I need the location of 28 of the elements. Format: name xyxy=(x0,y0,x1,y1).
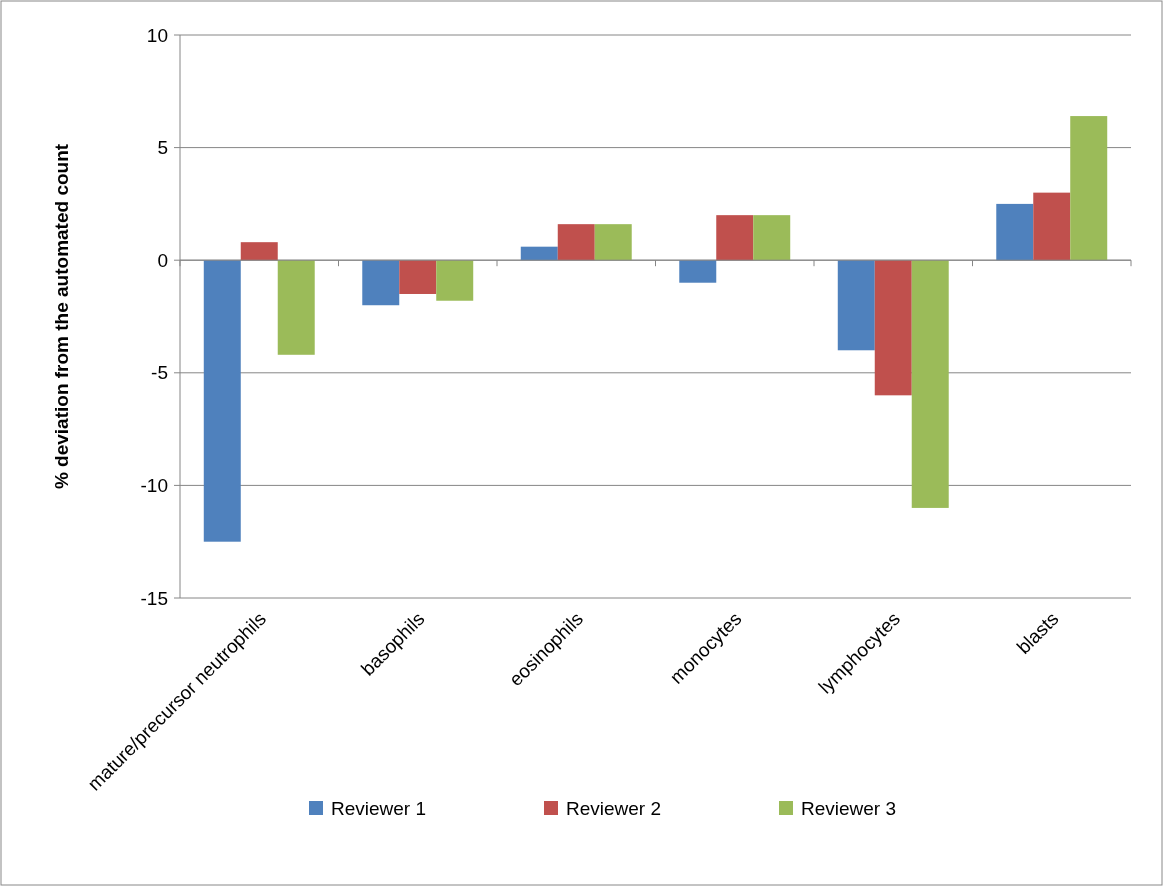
bar xyxy=(557,224,595,261)
bar xyxy=(240,242,278,261)
bar xyxy=(874,260,912,396)
y-axis-title: % deviation from the automated count xyxy=(51,143,72,490)
bar xyxy=(996,203,1034,261)
bar xyxy=(911,260,949,508)
y-tick-label: -15 xyxy=(140,587,168,609)
y-tick-label: -10 xyxy=(140,475,168,497)
bar xyxy=(399,260,437,294)
bar xyxy=(277,260,315,355)
legend-label: Reviewer 2 xyxy=(566,797,662,819)
bar xyxy=(1070,116,1108,261)
bar xyxy=(436,260,474,301)
y-tick-label: 0 xyxy=(157,249,168,271)
bar xyxy=(1033,192,1071,261)
bar xyxy=(716,215,754,261)
legend-label: Reviewer 3 xyxy=(801,797,897,819)
bar xyxy=(837,260,875,351)
y-tick-label: 10 xyxy=(146,24,168,46)
y-tick-label: 5 xyxy=(157,137,168,159)
bar xyxy=(594,224,632,261)
y-tick-label: -5 xyxy=(151,362,168,384)
bar xyxy=(753,215,791,261)
bar xyxy=(679,260,717,283)
bar xyxy=(520,246,558,261)
bar xyxy=(203,260,241,542)
legend-label: Reviewer 1 xyxy=(331,797,427,819)
bar xyxy=(362,260,400,306)
